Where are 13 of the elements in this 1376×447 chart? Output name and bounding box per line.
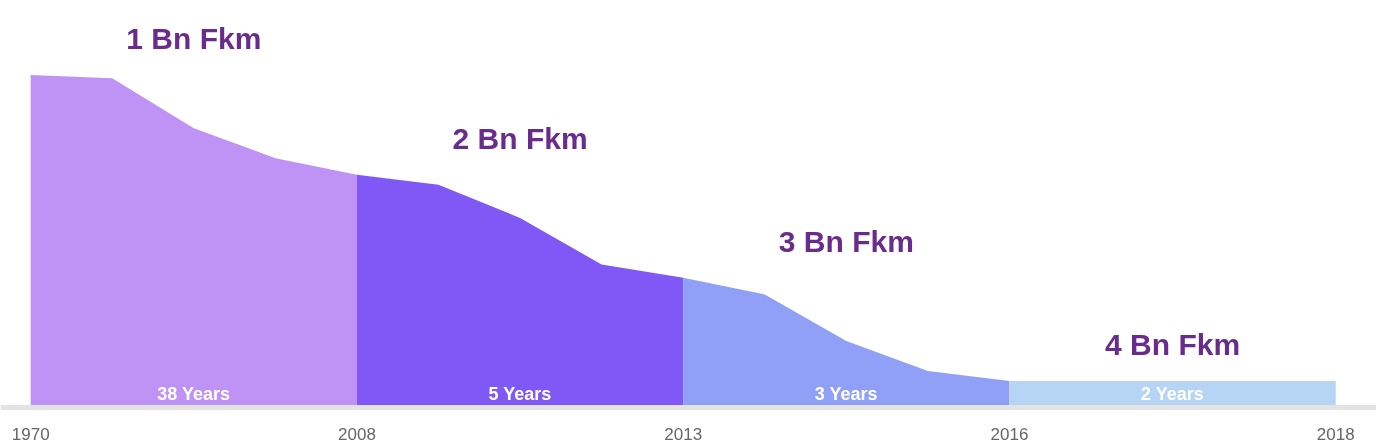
annotation: 38 Years [157, 383, 231, 404]
annotation: 4 Bn Fkm [1105, 327, 1241, 361]
x-tick-label: 1970 [11, 424, 50, 444]
x-tick-label: 2008 [338, 424, 376, 444]
annotation: 3 Years [814, 383, 878, 404]
x-tick-label: 2018 [1316, 424, 1355, 444]
x-tick-label: 2013 [664, 424, 703, 444]
annotation: 3 Bn Fkm [778, 224, 914, 258]
x-tick-label: 2016 [990, 424, 1029, 444]
annotation: 5 Years [488, 383, 552, 404]
annotation: 2 Bn Fkm [452, 121, 588, 155]
annotation: 2 Years [1141, 383, 1204, 404]
text: 1 Bn Fkm [126, 22, 262, 56]
